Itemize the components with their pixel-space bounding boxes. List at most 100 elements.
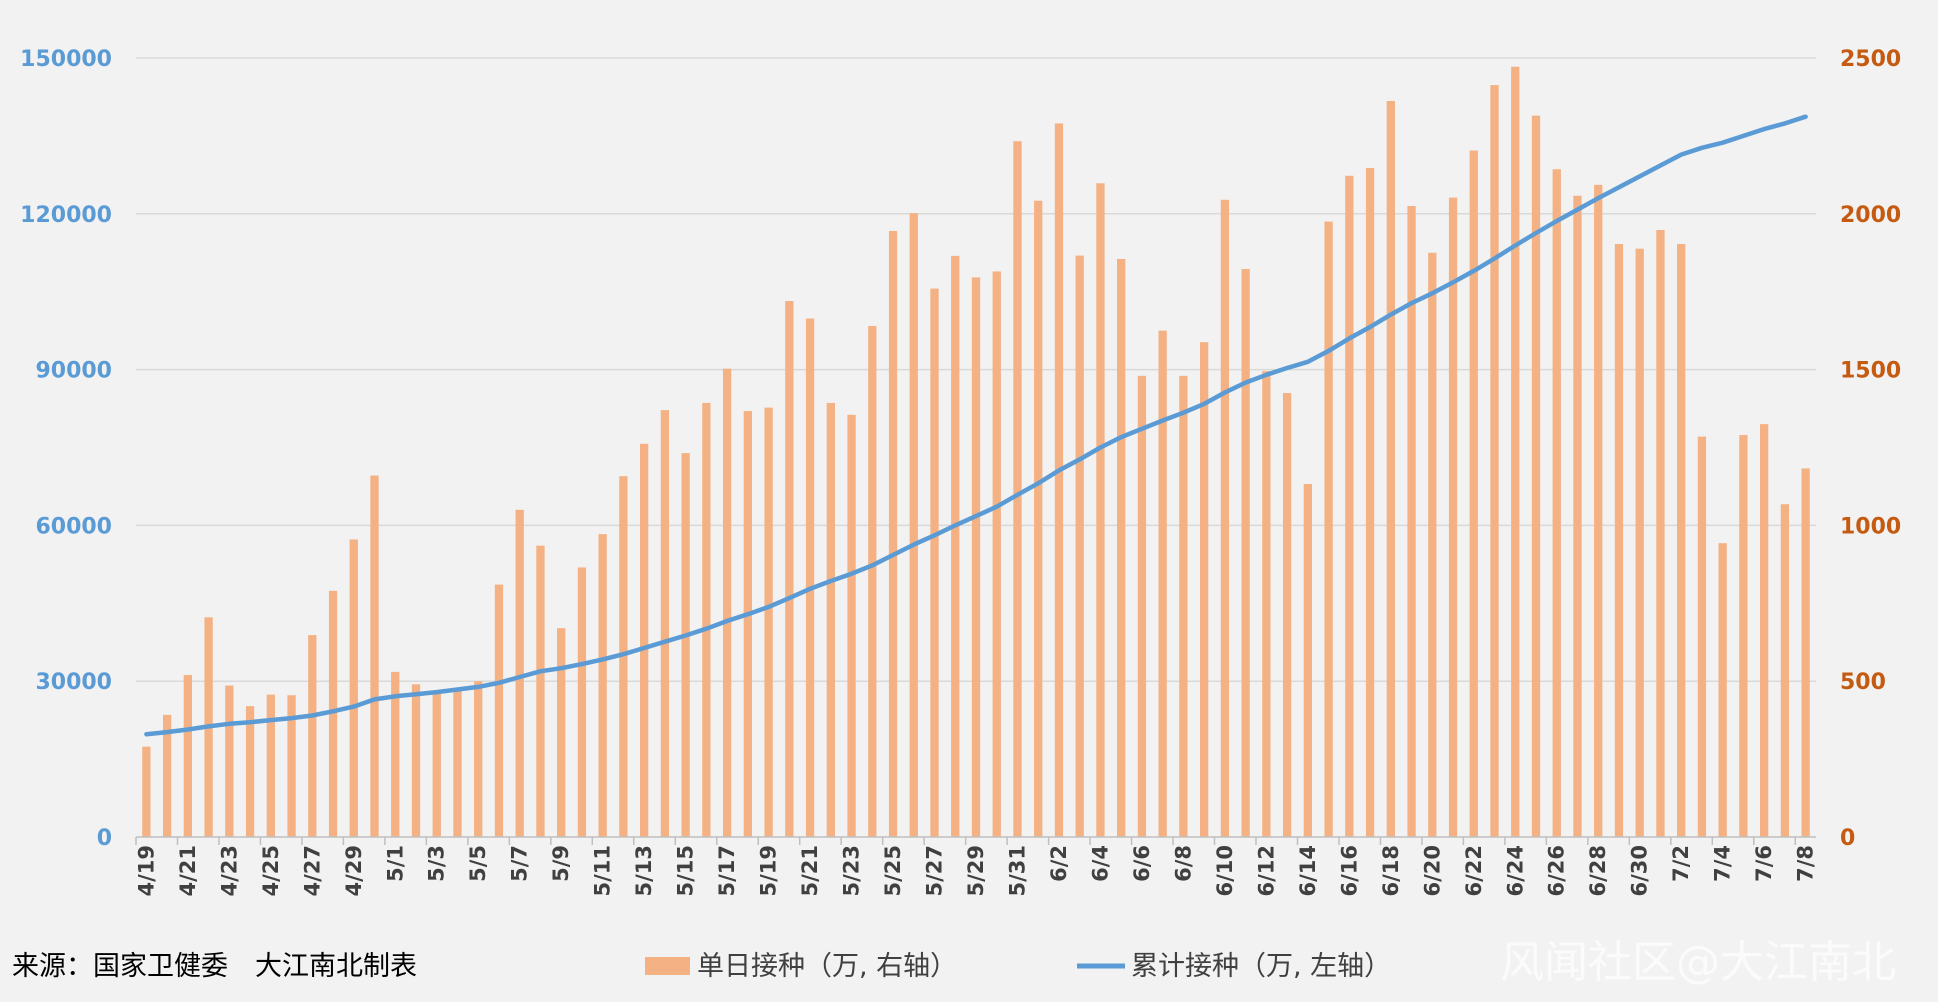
x-tick-label: 4/19 — [134, 845, 158, 897]
right-y-axis: 0 500 1000 1500 2000 2500 — [1840, 47, 1901, 851]
x-tick-label: 6/12 — [1254, 845, 1278, 897]
bar — [1054, 123, 1064, 838]
x-tick-label: 5/27 — [923, 845, 947, 897]
bar — [888, 230, 898, 838]
x-tick-label: 5/29 — [964, 845, 988, 897]
bar — [1262, 371, 1271, 837]
bar — [826, 402, 835, 837]
bar — [598, 534, 607, 837]
bar — [225, 685, 234, 837]
bar — [1448, 197, 1458, 837]
bar — [411, 684, 421, 837]
bar — [1490, 85, 1499, 838]
bar — [1407, 206, 1416, 837]
x-tick-label: 6/18 — [1379, 845, 1403, 897]
x-tick-label: 6/14 — [1296, 845, 1320, 897]
bar — [1096, 183, 1105, 838]
x-tick-label: 4/23 — [217, 845, 241, 897]
x-tick-label: 5/15 — [674, 845, 698, 897]
bar — [1677, 244, 1686, 837]
x-tick-label: 4/21 — [176, 845, 200, 897]
bar — [702, 402, 711, 837]
footer: 来源：国家卫健委 大江南北制表 单日接种（万, 右轴） 累计接种（万, 左轴） … — [12, 937, 1896, 988]
bar — [1220, 199, 1230, 837]
x-tick-label: 6/4 — [1088, 845, 1112, 882]
bar — [764, 407, 773, 837]
right-tick-label: 0 — [1840, 826, 1855, 851]
x-tick-label: 6/30 — [1628, 845, 1652, 897]
source-label: 来源：国家卫健委 大江南北制表 — [12, 951, 417, 982]
bar — [1573, 195, 1582, 838]
x-tick-label: 6/20 — [1420, 845, 1444, 897]
legend-bar-swatch — [645, 957, 690, 975]
x-tick-label: 7/8 — [1794, 845, 1818, 882]
bar — [785, 301, 794, 838]
right-tick-label: 500 — [1840, 670, 1886, 695]
x-tick-label: 6/22 — [1462, 845, 1486, 897]
x-tick-label: 5/13 — [632, 845, 656, 897]
right-tick-label: 2000 — [1840, 203, 1901, 228]
left-tick-label: 150000 — [20, 47, 112, 72]
bar — [328, 590, 338, 837]
bar — [1200, 342, 1209, 837]
bar — [1137, 375, 1147, 837]
x-tick-label: 5/17 — [715, 845, 739, 897]
right-tick-label: 2500 — [1840, 47, 1901, 72]
x-tick-label: 6/10 — [1213, 845, 1237, 897]
x-tick-label: 6/2 — [1047, 845, 1071, 882]
x-tick-label: 7/4 — [1711, 845, 1735, 882]
bar — [1013, 141, 1022, 837]
bar — [1075, 255, 1084, 838]
bar — [308, 635, 317, 837]
bar — [1760, 424, 1769, 837]
x-tick-label: 5/11 — [591, 845, 615, 897]
bar — [1656, 230, 1665, 838]
x-tick-label: 5/25 — [881, 845, 905, 897]
bar — [183, 674, 192, 837]
x-tick-label: 6/26 — [1545, 845, 1569, 897]
x-axis: 4/19 4/21 4/23 4/25 4/27 4/29 5/1 5/3 5/5 5/7 5/9 5… — [134, 836, 1818, 897]
bar — [971, 277, 981, 837]
left-tick-label: 120000 — [20, 203, 112, 228]
bar — [1635, 248, 1644, 837]
left-tick-label: 90000 — [35, 359, 112, 384]
bar — [660, 410, 670, 837]
x-tick-label: 5/9 — [549, 845, 573, 882]
bar — [1158, 330, 1167, 837]
bar — [557, 628, 566, 837]
bar — [1614, 244, 1624, 837]
bar — [370, 475, 379, 837]
bar — [1241, 268, 1250, 837]
bar — [577, 567, 587, 837]
x-tick-label: 6/24 — [1503, 845, 1527, 897]
bar — [1345, 175, 1354, 838]
bar — [1179, 375, 1188, 837]
bar — [909, 213, 918, 837]
bar — [743, 411, 752, 837]
bar — [1594, 184, 1603, 838]
x-tick-label: 5/5 — [466, 845, 490, 882]
legend-bar-label: 单日接种（万, 右轴） — [697, 951, 957, 982]
x-tick-label: 6/6 — [1130, 845, 1154, 882]
x-tick-label: 4/29 — [342, 845, 366, 897]
x-tick-label: 5/7 — [508, 845, 532, 882]
right-tick-label: 1000 — [1840, 514, 1901, 539]
x-tick-label: 7/2 — [1669, 845, 1693, 882]
bar — [640, 443, 649, 837]
bar — [142, 746, 151, 837]
x-tick-label: 7/6 — [1752, 845, 1776, 882]
bar — [1303, 483, 1312, 837]
bar — [681, 453, 690, 837]
bar — [619, 476, 628, 837]
bar — [930, 288, 939, 838]
bar — [1386, 101, 1395, 838]
left-y-axis: 0 30000 60000 90000 120000 150000 — [20, 47, 112, 851]
cumulative-line — [144, 114, 1808, 737]
x-tick-label: 5/31 — [1005, 845, 1029, 897]
bar — [1365, 167, 1375, 837]
bar — [494, 584, 504, 837]
bar — [868, 325, 877, 837]
left-tick-label: 30000 — [35, 670, 112, 695]
bar — [391, 671, 400, 837]
